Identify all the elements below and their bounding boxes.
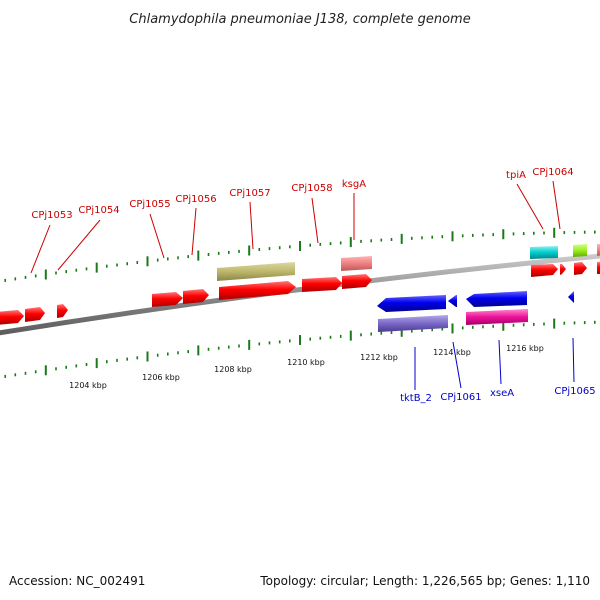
leader-line bbox=[552, 180, 561, 230]
scale-label: 1206 kbp bbox=[142, 373, 180, 382]
scale-label: 1216 kbp bbox=[506, 344, 544, 353]
scale-label: 1212 kbp bbox=[360, 353, 398, 362]
gene-label-cpj1053[interactable]: CPj1053 bbox=[31, 210, 72, 221]
leader-line bbox=[572, 337, 575, 383]
leader-line bbox=[191, 207, 197, 256]
accession-text: Accession: NC_002491 bbox=[9, 574, 145, 588]
leader-line bbox=[452, 341, 462, 389]
leader-line bbox=[516, 183, 544, 230]
gene-arrow[interactable] bbox=[466, 291, 527, 307]
top-tick-track bbox=[4, 227, 596, 282]
gene-arrow[interactable] bbox=[0, 310, 24, 325]
gene-arrow[interactable] bbox=[302, 277, 342, 292]
gene-arrow[interactable] bbox=[377, 295, 446, 312]
feature-box[interactable] bbox=[341, 256, 372, 271]
scale-label: 1210 kbp bbox=[287, 358, 325, 367]
gene-arrow[interactable] bbox=[448, 295, 457, 307]
feature-box[interactable] bbox=[378, 315, 448, 332]
gene-arrow[interactable] bbox=[152, 292, 183, 307]
leader-line bbox=[57, 219, 101, 271]
gene-label-xsea[interactable]: xseA bbox=[490, 388, 514, 399]
gene-label-cpj1058[interactable]: CPj1058 bbox=[291, 183, 332, 194]
feature-box[interactable] bbox=[466, 309, 528, 325]
gene-label-tktb2[interactable]: tktB_2 bbox=[400, 393, 432, 404]
gene-label-cpj1057[interactable]: CPj1057 bbox=[229, 188, 270, 199]
leader-line bbox=[311, 197, 319, 244]
gene-label-cpj1055[interactable]: CPj1055 bbox=[129, 199, 170, 210]
scale-label: 1204 kbp bbox=[69, 381, 107, 390]
gene-arrow[interactable] bbox=[568, 291, 574, 303]
gene-label-tpia[interactable]: tpiA bbox=[506, 170, 526, 181]
gene-arrow[interactable] bbox=[597, 262, 600, 274]
forward-feature-track bbox=[217, 244, 600, 281]
genome-summary-text: Topology: circular; Length: 1,226,565 bp… bbox=[259, 574, 590, 588]
gene-arrow[interactable] bbox=[219, 281, 296, 300]
scale-label: 1208 kbp bbox=[214, 365, 252, 374]
top-gene-labels: CPj1053 CPj1054 CPj1055 CPj1056 CPj1057 … bbox=[31, 167, 573, 221]
gene-arrow[interactable] bbox=[560, 264, 566, 275]
feature-box[interactable] bbox=[217, 262, 295, 281]
forward-strand-genes bbox=[0, 262, 600, 325]
gene-arrow[interactable] bbox=[25, 307, 45, 322]
gene-arrow[interactable] bbox=[574, 262, 587, 275]
bottom-gene-labels: tktB_2 CPj1061 xseA CPj1065 bbox=[400, 386, 596, 404]
label-leader-lines bbox=[30, 180, 575, 390]
gene-arrow[interactable] bbox=[183, 289, 209, 304]
gene-label-cpj1056[interactable]: CPj1056 bbox=[175, 194, 216, 205]
gene-label-cpj1064[interactable]: CPj1064 bbox=[532, 167, 573, 178]
leader-line bbox=[249, 201, 254, 250]
scale-labels: 1204 kbp 1206 kbp 1208 kbp 1210 kbp 1212… bbox=[69, 344, 544, 390]
gene-label-cpj1065[interactable]: CPj1065 bbox=[554, 386, 595, 397]
reverse-feature-track bbox=[378, 309, 528, 332]
gene-label-cpj1054[interactable]: CPj1054 bbox=[78, 205, 119, 216]
feature-box[interactable] bbox=[530, 246, 558, 259]
gene-arrow[interactable] bbox=[342, 274, 372, 289]
genome-backbone bbox=[0, 253, 600, 336]
reverse-strand-genes bbox=[377, 291, 574, 312]
leader-line bbox=[498, 339, 502, 385]
leader-line bbox=[149, 213, 165, 259]
gene-label-ksga[interactable]: ksgA bbox=[342, 179, 366, 190]
scale-label: 1214 kbp bbox=[433, 348, 471, 357]
feature-box[interactable] bbox=[573, 244, 587, 257]
gene-label-cpj1061[interactable]: CPj1061 bbox=[440, 392, 481, 403]
map-title: Chlamydophila pneumoniae J138, complete … bbox=[129, 12, 470, 27]
gene-arrow[interactable] bbox=[531, 264, 558, 277]
gene-arrow[interactable] bbox=[57, 304, 68, 318]
feature-box[interactable] bbox=[597, 244, 600, 256]
leader-line bbox=[30, 224, 51, 274]
